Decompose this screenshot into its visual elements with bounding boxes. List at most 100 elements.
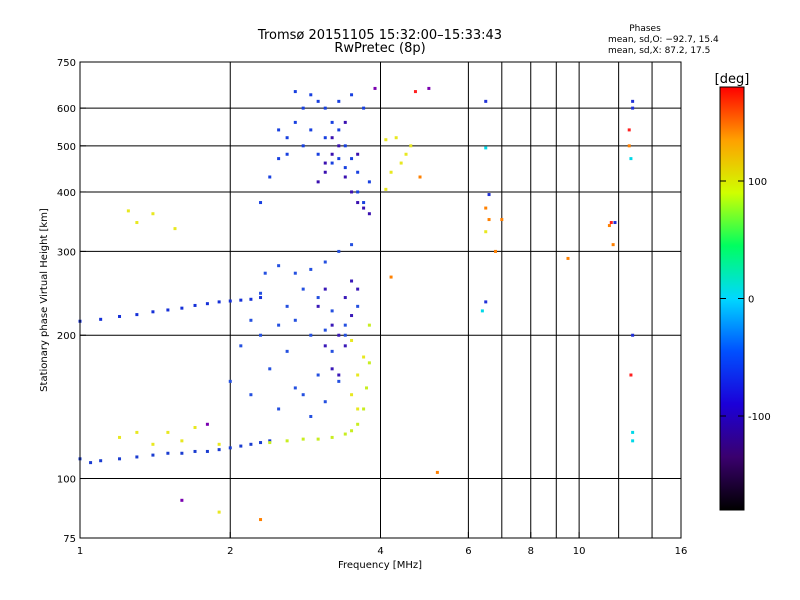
y-axis-label: Stationary phase Virtual Height [km] <box>39 208 50 392</box>
data-point <box>135 455 139 459</box>
data-point <box>309 414 313 418</box>
data-point <box>629 373 633 377</box>
data-point <box>611 243 615 247</box>
data-point <box>337 99 341 103</box>
data-point <box>293 271 297 275</box>
data-point <box>337 249 341 253</box>
data-point <box>500 218 504 222</box>
data-point <box>389 275 393 279</box>
data-point <box>362 106 366 110</box>
data-point <box>343 296 347 300</box>
data-point <box>277 157 281 161</box>
data-point <box>350 190 354 194</box>
phase-stats-title: Phases <box>629 24 661 34</box>
data-point <box>404 152 408 156</box>
data-point <box>316 304 320 308</box>
chart-title-line2: RwPretec (8p) <box>334 41 425 56</box>
data-point <box>293 120 297 124</box>
data-point <box>343 144 347 148</box>
y-tick-label: 400 <box>57 188 76 199</box>
data-point <box>316 99 320 103</box>
data-point <box>350 393 354 397</box>
data-point <box>394 136 398 140</box>
data-point <box>330 136 334 140</box>
data-point <box>193 425 197 429</box>
phase-stats-o: mean, sd,O: −92.7, 15.4 <box>608 35 719 45</box>
data-point <box>205 422 209 426</box>
x-tick-label: 16 <box>675 546 688 557</box>
phase-stats-x: mean, sd,X: 87.2, 17.5 <box>608 46 710 56</box>
data-point <box>350 314 354 318</box>
data-point <box>180 498 184 502</box>
data-point <box>323 136 327 140</box>
x-tick-label: 10 <box>573 546 586 557</box>
data-point <box>228 299 232 303</box>
grid-lines <box>80 62 681 538</box>
data-point <box>343 166 347 170</box>
data-point <box>487 218 491 222</box>
data-point <box>337 157 341 161</box>
data-point <box>285 349 289 353</box>
data-point <box>323 161 327 165</box>
data-point <box>228 379 232 383</box>
data-point <box>389 170 393 174</box>
data-point <box>484 230 488 234</box>
data-point <box>607 224 611 228</box>
data-point <box>362 407 366 411</box>
data-point <box>362 206 366 210</box>
data-point <box>301 393 305 397</box>
data-point <box>268 367 272 371</box>
data-point <box>118 457 122 461</box>
data-point <box>309 267 313 271</box>
data-point <box>323 260 327 264</box>
data-point <box>609 221 613 225</box>
y-tick-label: 750 <box>57 58 76 69</box>
data-point <box>316 373 320 377</box>
data-point <box>99 459 103 463</box>
data-point <box>259 518 263 522</box>
data-point <box>239 344 243 348</box>
data-point <box>166 430 170 434</box>
data-point <box>330 435 334 439</box>
data-point <box>259 296 263 300</box>
data-point <box>367 180 371 184</box>
data-point <box>409 144 413 148</box>
x-tick-label: 8 <box>528 546 534 557</box>
data-point <box>239 444 243 448</box>
data-point <box>613 221 617 225</box>
data-point <box>350 157 354 161</box>
data-point <box>228 446 232 450</box>
data-point <box>285 439 289 443</box>
y-tick-label: 600 <box>57 104 76 115</box>
data-point <box>413 90 417 94</box>
data-point <box>362 355 366 359</box>
data-point <box>330 309 334 313</box>
data-point <box>151 442 155 446</box>
data-point <box>337 373 341 377</box>
data-point <box>277 407 281 411</box>
data-point <box>249 318 253 322</box>
data-point <box>484 206 488 210</box>
data-point <box>494 249 498 253</box>
data-point <box>484 99 488 103</box>
data-point <box>135 430 139 434</box>
data-point <box>301 144 305 148</box>
data-point <box>418 175 422 179</box>
colorbar-unit-label: [deg] <box>715 72 750 87</box>
data-point <box>309 128 313 132</box>
data-point <box>627 128 631 132</box>
data-point <box>631 333 635 337</box>
data-point <box>627 144 631 148</box>
data-point <box>484 300 488 304</box>
data-point <box>316 437 320 441</box>
data-point <box>337 333 341 337</box>
colorbar-tick-label: 100 <box>748 177 767 188</box>
data-point <box>343 432 347 436</box>
x-tick-label: 1 <box>77 546 83 557</box>
x-tick-label: 6 <box>465 546 471 557</box>
data-point <box>151 453 155 457</box>
data-point <box>166 451 170 455</box>
data-point <box>356 152 360 156</box>
data-point <box>566 256 570 260</box>
